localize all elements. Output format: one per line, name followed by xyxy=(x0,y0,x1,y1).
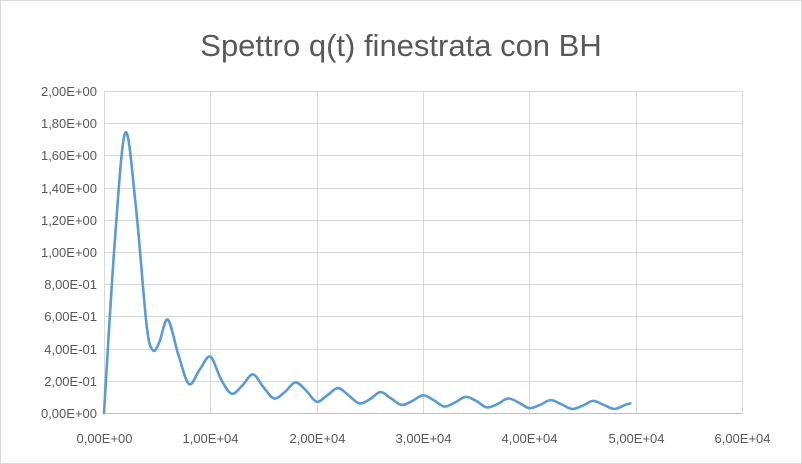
chart-title: Spettro q(t) finestrata con BH xyxy=(200,28,601,63)
y-tick-label: 1,60E+00 xyxy=(41,148,97,163)
y-tick-label: 1,40E+00 xyxy=(41,181,97,196)
y-tick-label: 1,00E+00 xyxy=(41,245,97,260)
y-tick-label: 2,00E-01 xyxy=(44,374,97,389)
x-tick-label: 1,00E+04 xyxy=(182,431,238,446)
y-tick-label: 8,00E-01 xyxy=(44,277,97,292)
x-axis-ticks: 0,00E+00 1,00E+04 2,00E+04 3,00E+04 4,00E+04… xyxy=(76,431,770,446)
y-tick-label: 1,80E+00 xyxy=(41,116,97,131)
y-tick-label: 0,00E+00 xyxy=(41,406,97,421)
x-tick-label: 3,00E+04 xyxy=(395,431,451,446)
gridlines xyxy=(104,91,743,414)
x-tick-label: 5,00E+04 xyxy=(608,431,664,446)
x-tick-label: 4,00E+04 xyxy=(501,431,557,446)
x-tick-label: 0,00E+00 xyxy=(76,431,132,446)
y-tick-label: 6,00E-01 xyxy=(44,309,97,324)
y-tick-label: 4,00E-01 xyxy=(44,342,97,357)
y-axis-ticks: 0,00E+00 2,00E-01 4,00E-01 6,00E-01 8,00E-01… xyxy=(41,84,97,421)
y-tick-label: 2,00E+00 xyxy=(41,84,97,99)
y-tick-label: 1,20E+00 xyxy=(41,213,97,228)
x-tick-label: 2,00E+04 xyxy=(289,431,345,446)
x-tick-label: 6,00E+04 xyxy=(714,431,770,446)
series-line xyxy=(102,131,632,415)
